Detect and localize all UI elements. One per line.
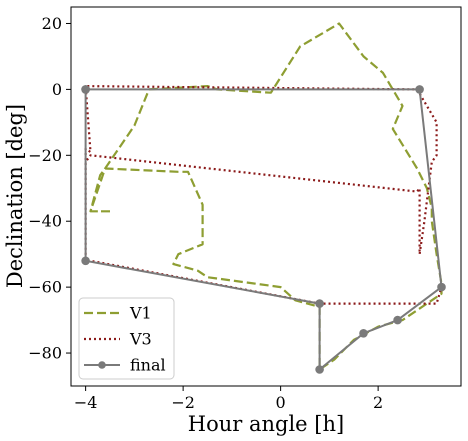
x-tick-label: −4 (74, 393, 98, 412)
legend-label-v3: V3 (129, 330, 152, 349)
legend-box (78, 297, 175, 380)
data-point-final (437, 282, 446, 292)
legend-label-v1: V1 (129, 304, 152, 323)
y-tick-label: −40 (28, 212, 62, 231)
x-tick-label: 0 (276, 393, 286, 412)
x-tick-label: 2 (373, 393, 383, 412)
y-tick-label: 20 (42, 14, 62, 33)
y-tick-label: −60 (28, 278, 62, 297)
y-tick-label: −20 (28, 146, 62, 165)
data-point-final (393, 315, 402, 325)
y-axis-title: Declination [deg] (3, 104, 27, 288)
y-tick-label: −80 (28, 344, 62, 363)
legend: V1 V3 final (78, 297, 175, 380)
legend-marker-final (98, 361, 106, 369)
data-point-final (81, 256, 90, 266)
data-point-final (315, 365, 324, 374)
plot-area (81, 22, 446, 374)
data-point-final (415, 85, 424, 94)
x-tick-label: −2 (171, 393, 195, 412)
y-tick-label: 0 (52, 80, 62, 99)
x-axis-title: Hour angle [h] (188, 412, 344, 436)
axes-frame (70, 6, 462, 387)
data-point-final (359, 329, 368, 338)
data-point-final (315, 299, 324, 308)
legend-label-final: final (130, 356, 166, 375)
data-point-final (81, 85, 90, 94)
